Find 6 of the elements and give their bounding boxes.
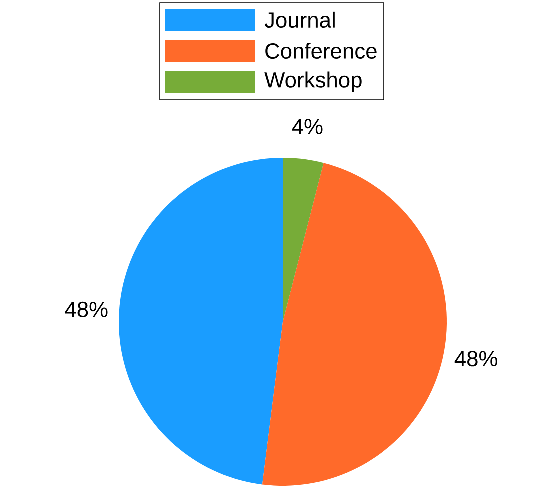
data-label: 4% [292, 119, 323, 134]
data-label: 48% [65, 302, 108, 318]
data-label: 48% [454, 351, 498, 367]
legend-label: Journal [264, 12, 335, 28]
legend-label: Conference [266, 42, 377, 60]
legend-label: Workshop [264, 72, 362, 92]
